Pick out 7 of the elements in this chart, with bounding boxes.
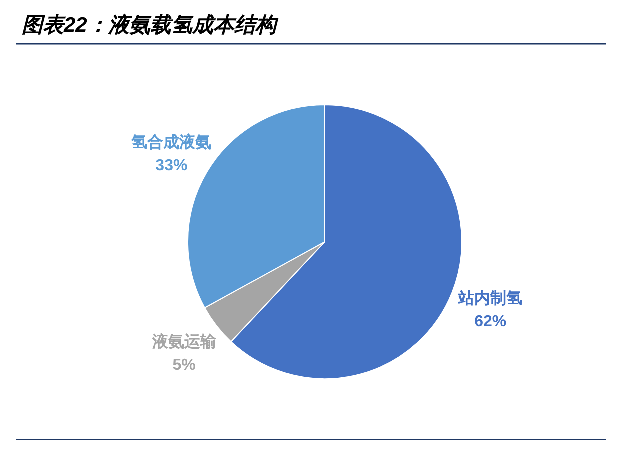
data-label: 5% xyxy=(172,357,196,374)
slice-label: 液氨运输 xyxy=(151,333,218,352)
chart-title: 图表22：液氨载氢成本结构 xyxy=(22,13,280,37)
data-label: 62% xyxy=(474,314,507,331)
slice-label: 氢合成液氨 xyxy=(130,133,212,152)
slice-label: 站内制氢 xyxy=(458,290,523,308)
data-label: 33% xyxy=(156,157,188,174)
